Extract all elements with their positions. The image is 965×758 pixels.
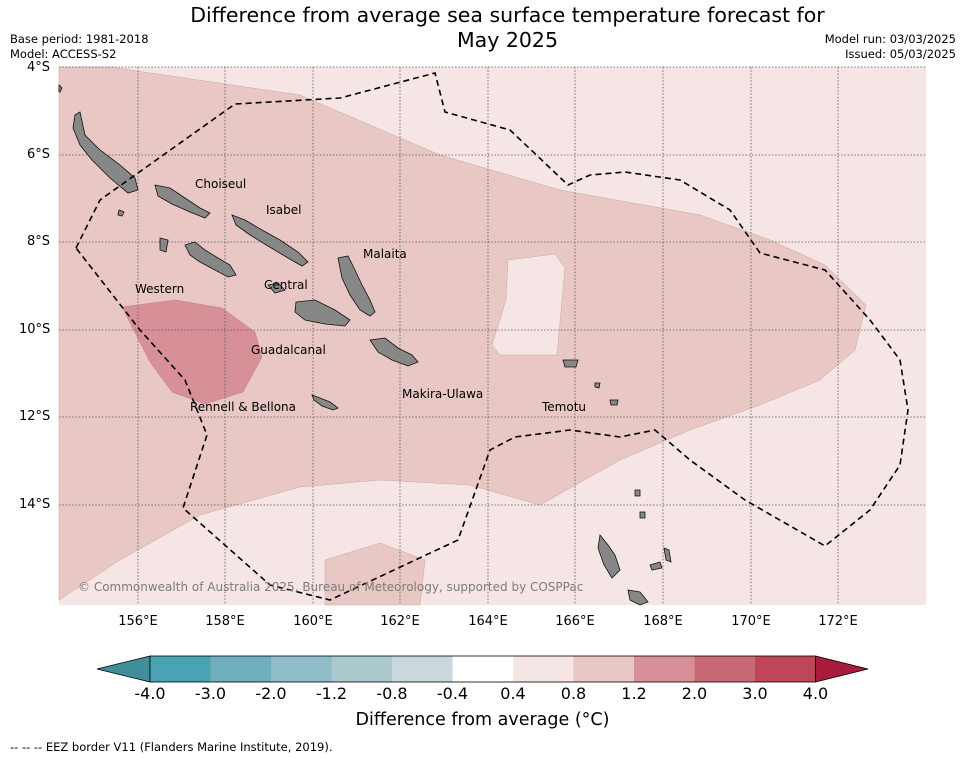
island-isabel — [231, 214, 309, 267]
place-label-western: Western — [135, 282, 185, 296]
colorbar-arrow-high — [815, 655, 869, 683]
colorbar-tick-label: -0.4 — [436, 684, 469, 703]
eez-legend-note: -- -- -- EEZ border V11 (Flanders Marine… — [10, 740, 333, 754]
island-choiseul — [72, 111, 139, 194]
island-new-georgia — [184, 241, 237, 278]
colorbar-tick-label: 4.0 — [802, 684, 829, 703]
lon-label: 166°E — [555, 614, 595, 629]
issued-date: Issued: 05/03/2025 — [845, 47, 956, 61]
island-small-4 — [58, 84, 63, 93]
place-label-malaita: Malaita — [363, 247, 407, 261]
colorbar-tick-label: 0.8 — [560, 684, 587, 703]
lat-label: 4°S — [27, 60, 51, 75]
copyright-notice: © Commonwealth of Australia 2025, Bureau… — [78, 580, 584, 594]
island-small-2 — [663, 547, 672, 563]
island-espiritu-santo — [597, 534, 621, 579]
place-label-central: Central — [264, 278, 308, 292]
colorbar-segment — [573, 656, 634, 682]
lon-label: 158°E — [205, 614, 245, 629]
island-santa-isabel — [154, 184, 211, 219]
island-florida — [267, 282, 286, 294]
colorbar-segment — [452, 656, 513, 682]
island-makira — [369, 337, 419, 367]
island-utupua — [594, 382, 601, 389]
eez-border — [75, 72, 909, 601]
title-line-1: Difference from average sea surface temp… — [190, 3, 825, 27]
island-malekula — [649, 561, 663, 571]
lat-label: 6°S — [27, 147, 51, 162]
colorbar-tick-label: -2.0 — [255, 684, 287, 703]
colorbar-segment — [392, 656, 453, 682]
colorbar-outline — [149, 655, 816, 683]
lon-label: 156°E — [118, 614, 158, 629]
colorbar-title: Difference from average (°C) — [355, 710, 610, 730]
colorbar-segment — [634, 656, 695, 682]
colorbar-segment — [150, 656, 211, 682]
lat-label: 14°S — [19, 497, 51, 512]
title-line-2: May 2025 — [456, 28, 559, 52]
island-small-3 — [117, 209, 125, 217]
island-rennell — [311, 394, 339, 411]
lon-label: 168°E — [643, 614, 683, 629]
island-malaita — [337, 255, 376, 317]
place-label-guadalcanal: Guadalcanal — [251, 343, 326, 357]
base-period: Base period: 1981-2018 — [10, 32, 149, 46]
place-label-isabel: Isabel — [266, 203, 302, 217]
metadata-left: Base period: 1981-2018 Model: ACCESS-S2 — [10, 32, 149, 62]
model-run: Model run: 03/03/2025 — [824, 32, 956, 46]
place-label-temotu: Temotu — [542, 400, 587, 414]
colorbar-tick-label: -3.0 — [194, 684, 227, 703]
colorbar-tick-label: -0.8 — [376, 684, 408, 703]
colorbar-arrow-low — [96, 655, 151, 683]
graticule — [59, 66, 926, 605]
anomaly-band-medium — [58, 66, 867, 601]
place-label-makira-ulawa: Makira-Ulawa — [402, 387, 484, 401]
metadata-right: Model run: 03/03/2025 Issued: 05/03/2025 — [825, 32, 956, 62]
colorbar-segment — [271, 656, 332, 682]
lat-label: 10°S — [19, 322, 51, 337]
place-label-rennell-bellona: Rennell & Bellona — [190, 400, 297, 414]
colorbar-tick-label: 2.0 — [681, 684, 708, 703]
colorbar — [96, 655, 869, 683]
colorbar-segment — [331, 656, 392, 682]
colorbar-tick-label: 1.2 — [621, 684, 647, 703]
colorbar-segment — [694, 656, 755, 682]
colorbar-tick-label: -4.0 — [134, 684, 166, 703]
lon-label: 170°E — [731, 614, 771, 629]
place-label-choiseul: Choiseul — [195, 177, 247, 191]
island-small-1 — [639, 511, 646, 519]
colorbar-tick-label: 0.4 — [500, 684, 526, 703]
colorbar-segment — [513, 656, 574, 682]
island-efate — [627, 589, 649, 606]
colorbar-tick-label: 3.0 — [742, 684, 768, 703]
lon-label: 162°E — [380, 614, 420, 629]
lat-label: 8°S — [27, 234, 51, 249]
land-masses — [58, 84, 672, 606]
island-kolombangara — [159, 237, 169, 253]
lon-label: 172°E — [818, 614, 858, 629]
lon-label: 160°E — [293, 614, 333, 629]
model-name: Model: ACCESS-S2 — [10, 47, 117, 61]
colorbar-segment — [210, 656, 271, 682]
anomaly-patch-strong — [121, 299, 263, 405]
lon-label: 164°E — [468, 614, 508, 629]
lat-label: 12°S — [19, 409, 51, 424]
colorbar-tick-label: -1.2 — [315, 684, 348, 703]
colorbar-segment — [755, 656, 816, 682]
chart-title: Difference from average sea surface temp… — [120, 3, 895, 53]
island-banks — [634, 489, 641, 497]
island-guadalcanal — [294, 299, 351, 327]
island-vanikoro — [609, 399, 619, 406]
island-santa-cruz — [562, 359, 579, 368]
anomaly-patch-light — [491, 253, 566, 356]
